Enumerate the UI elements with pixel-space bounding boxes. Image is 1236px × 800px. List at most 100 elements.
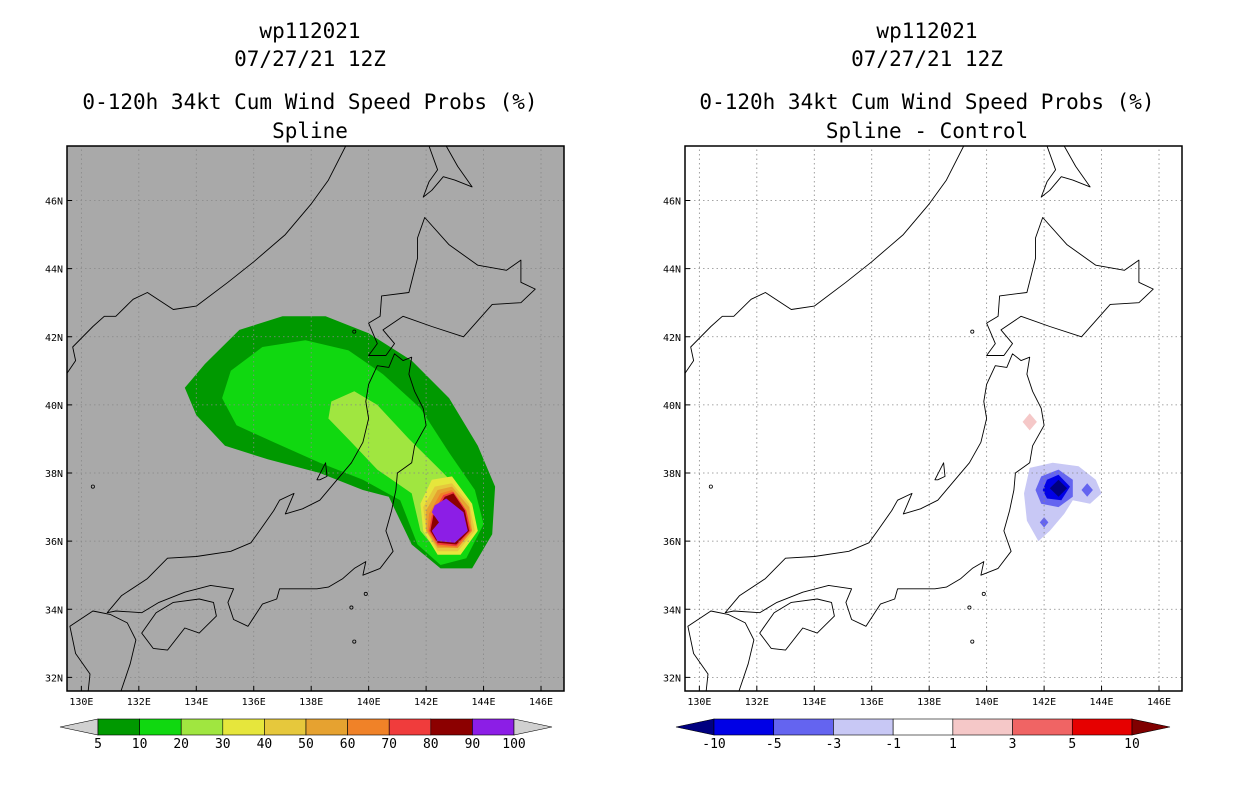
- island-marker: [970, 329, 975, 334]
- y-tick-label: 36N: [663, 537, 681, 548]
- colorbar-swatch: [347, 718, 390, 736]
- graticule: [685, 146, 1182, 691]
- colorbar-swatch: [1071, 718, 1133, 736]
- y-tick-label: 34N: [663, 605, 681, 616]
- colorbar-swatch: [773, 718, 834, 736]
- coastline-kyushu: [69, 610, 137, 691]
- x-tick-label: 136E: [860, 697, 884, 708]
- map-frame: [66, 145, 565, 692]
- y-tick-label: 46N: [663, 197, 681, 208]
- colorbar-swatch: [1012, 718, 1073, 736]
- colorbar-label: 30: [215, 737, 231, 752]
- coastline-sado: [934, 462, 946, 481]
- x-tick-label: 134E: [184, 697, 208, 708]
- colorbar-label: -3: [826, 737, 842, 752]
- island-marker: [349, 605, 354, 610]
- axis-ticks: 130E 132E 134E 136E 138E 140E 142E 144E 146E 32N 3…: [45, 197, 553, 709]
- coastline-honshu: [724, 353, 1045, 627]
- colorbar-swatch: [713, 718, 775, 736]
- coastline-sakhalin: [1040, 146, 1091, 198]
- colorbar-swatch: [180, 718, 224, 736]
- island-marker: [981, 591, 986, 596]
- x-tick-label: 136E: [242, 697, 266, 708]
- probability-contours: [184, 316, 496, 569]
- coastline-asia: [685, 146, 965, 603]
- colorbar-over-triangle: [513, 718, 553, 736]
- colorbar-label: 3: [1009, 737, 1017, 752]
- graticule: [67, 146, 564, 691]
- island-marker: [352, 329, 357, 334]
- coastline-asia: [67, 146, 347, 603]
- y-tick-label: 34N: [45, 605, 63, 616]
- coastline-kyushu: [687, 610, 755, 691]
- product-title: 0-120h 34kt Cum Wind Speed Probs (%): [699, 90, 1154, 114]
- x-tick-label: 138E: [917, 697, 941, 708]
- colorbar-label: -1: [885, 737, 901, 752]
- colorbar-swatch: [222, 718, 265, 736]
- datetime-title: 07/27/21 12Z: [851, 47, 1003, 71]
- colorbar-label: 50: [298, 737, 314, 752]
- colorbar-over-triangle: [1131, 718, 1171, 736]
- island-marker: [708, 484, 713, 489]
- x-tick-label: 146E: [529, 697, 553, 708]
- colorbar: 5 10 20 30 40 50 60 70 80 90 100: [59, 718, 553, 752]
- y-tick-label: 36N: [45, 537, 63, 548]
- colorbar-label: -10: [702, 737, 725, 752]
- contour-level-minus-10: [1049, 479, 1068, 497]
- colorbar-swatch: [97, 718, 140, 736]
- y-tick-label: 46N: [45, 197, 63, 208]
- datetime-title: 07/27/21 12Z: [234, 47, 386, 71]
- y-tick-label: 44N: [663, 265, 681, 276]
- panel-spline: wp112021 07/27/21 12Z 0-120h 34kt Cum Wi…: [45, 19, 565, 752]
- map-background: [685, 146, 1182, 691]
- colorbar-label: -5: [766, 737, 782, 752]
- y-tick-label: 32N: [45, 673, 63, 684]
- y-tick-label: 38N: [663, 469, 681, 480]
- colorbar-under-triangle: [59, 718, 99, 736]
- colorbar-swatch: [430, 718, 473, 736]
- axis-ticks: 130E 132E 134E 136E 138E 140E 142E 144E 146E 32N 3…: [663, 197, 1171, 709]
- island-marker: [90, 484, 95, 489]
- colorbar-label: 5: [1068, 737, 1076, 752]
- y-tick-label: 40N: [45, 401, 63, 412]
- x-tick-label: 144E: [472, 697, 496, 708]
- colorbar-swatch: [388, 718, 432, 736]
- colorbar-label: 80: [423, 737, 439, 752]
- coastline-sado: [316, 462, 328, 481]
- storm-id-title: wp112021: [259, 19, 360, 43]
- coastline-shikoku: [141, 598, 217, 651]
- island-marker: [970, 639, 975, 644]
- y-tick-label: 44N: [45, 265, 63, 276]
- colorbar-swatch: [892, 718, 954, 736]
- contour-level-1: [1022, 413, 1037, 431]
- colorbar-label: 40: [257, 737, 273, 752]
- map-frame: [684, 145, 1183, 692]
- x-tick-label: 130E: [687, 697, 711, 708]
- colorbar: -10 -5 -3 -1 1 3 5 10: [675, 718, 1171, 752]
- contour-level-90: [431, 498, 468, 543]
- contour-level-minus-3: [1081, 483, 1093, 497]
- colorbar-swatch: [305, 718, 348, 736]
- x-tick-label: 140E: [975, 697, 999, 708]
- colorbar-label: 1: [949, 737, 957, 752]
- coastlines: [685, 146, 1154, 691]
- x-tick-label: 146E: [1147, 697, 1171, 708]
- y-tick-label: 32N: [663, 673, 681, 684]
- x-tick-label: 134E: [802, 697, 826, 708]
- y-tick-label: 40N: [663, 401, 681, 412]
- colorbar-label: 5: [94, 737, 102, 752]
- coastlines: [67, 146, 536, 691]
- y-tick-label: 42N: [45, 333, 63, 344]
- panel-spline-minus-control: wp112021 07/27/21 12Z 0-120h 34kt Cum Wi…: [663, 19, 1183, 752]
- y-tick-label: 42N: [663, 333, 681, 344]
- x-tick-label: 138E: [299, 697, 323, 708]
- product-title: 0-120h 34kt Cum Wind Speed Probs (%): [82, 90, 537, 114]
- x-tick-label: 142E: [414, 697, 438, 708]
- colorbar-swatch: [472, 718, 515, 736]
- x-tick-label: 144E: [1090, 697, 1114, 708]
- island-marker: [352, 639, 357, 644]
- colorbar-label: 10: [1124, 737, 1140, 752]
- coastline-sakhalin: [422, 146, 473, 198]
- colorbar-swatch: [952, 718, 1013, 736]
